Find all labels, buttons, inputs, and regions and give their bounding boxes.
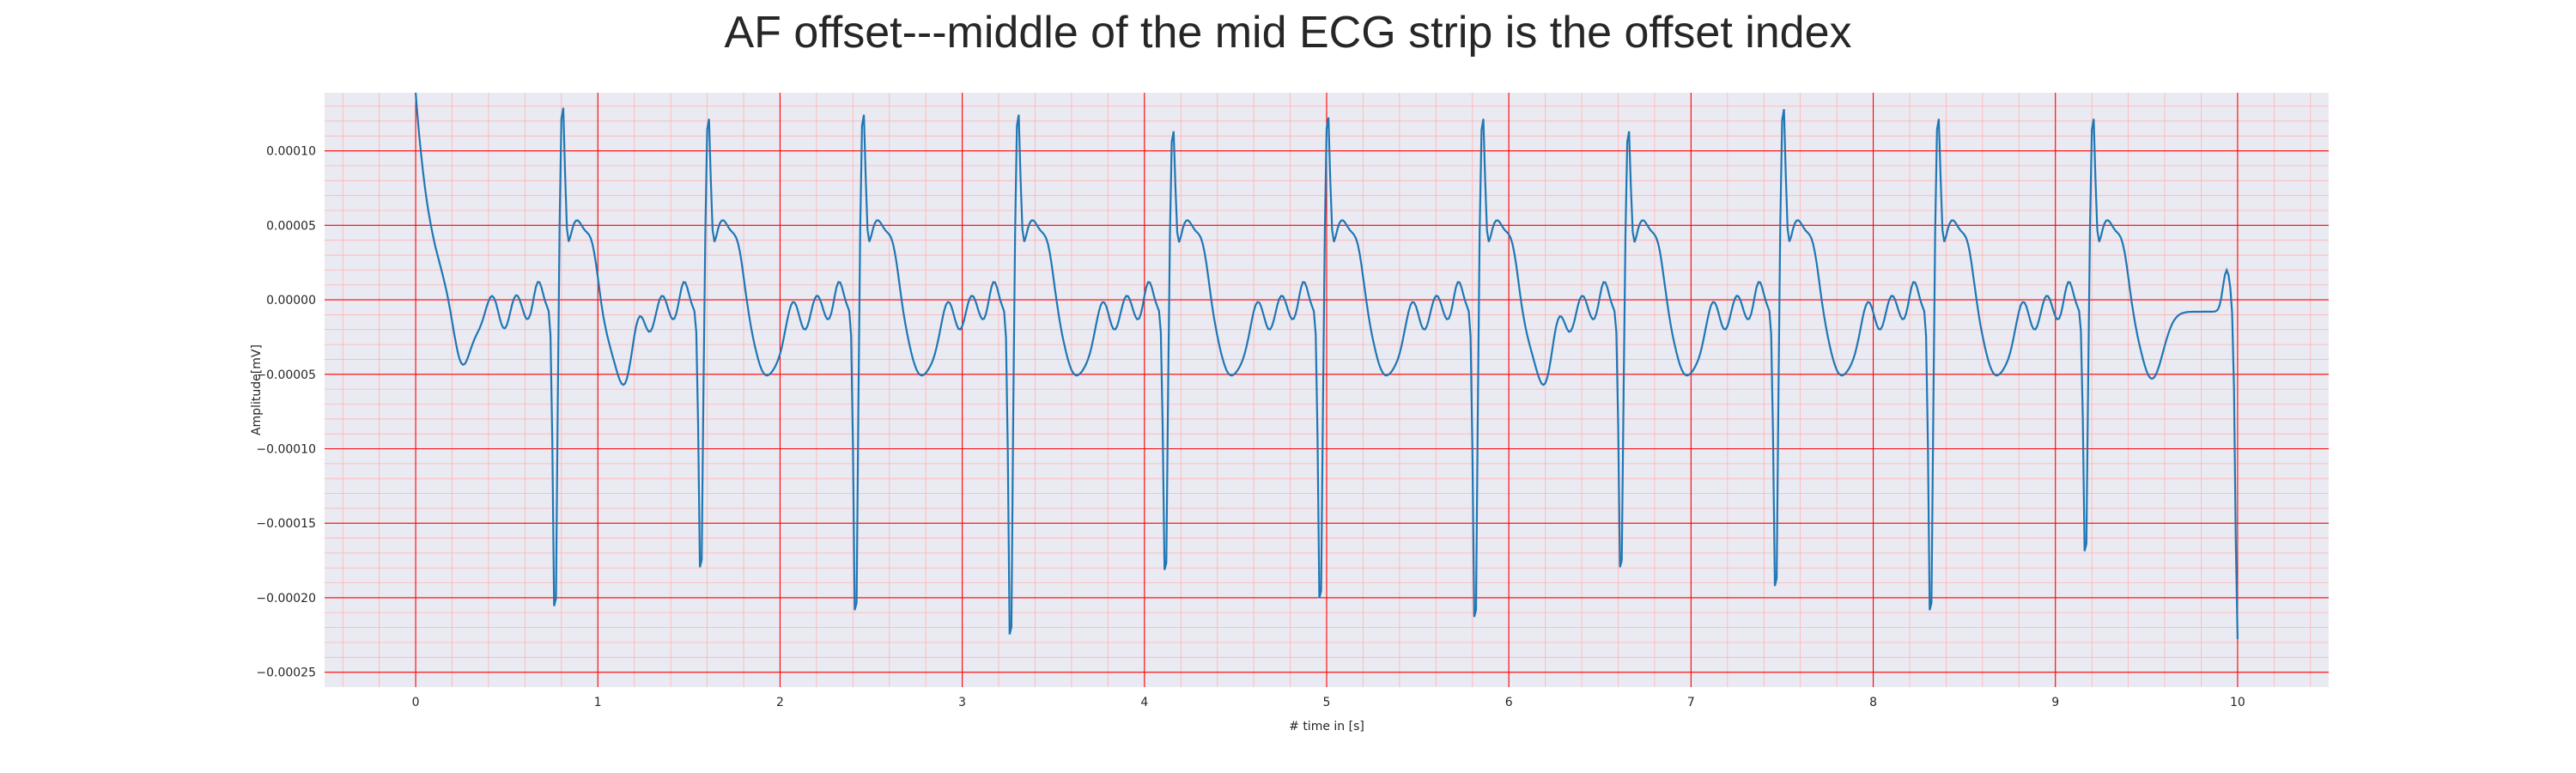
x-tick-label: 6: [1505, 696, 1513, 709]
y-tick-label: 0.00010: [266, 145, 316, 159]
x-tick-label: 9: [2051, 696, 2059, 709]
y-axis-label: Amplitude[mV]: [250, 344, 264, 435]
x-tick-label: 3: [958, 696, 966, 709]
ecg-series-line: [415, 92, 2239, 640]
major-grid: [325, 93, 2329, 687]
y-tick-label: −0.00020: [256, 592, 316, 606]
y-tick-label: −0.00015: [256, 517, 316, 531]
x-tick-labels: 0 1 2 3 4 5 6 7 8 9 10: [412, 696, 2245, 709]
y-tick-label: 0.00005: [266, 219, 316, 233]
x-tick-label: 8: [1869, 696, 1877, 709]
chart-title: AF offset---middle of the mid ECG strip …: [724, 8, 1852, 58]
x-tick-label: 2: [776, 696, 784, 709]
x-tick-label: 4: [1140, 696, 1148, 709]
x-tick-label: 10: [2230, 696, 2245, 709]
x-tick-label: 7: [1687, 696, 1695, 709]
x-tick-label: 0: [412, 696, 420, 709]
x-axis-label: # time in [s]: [1289, 720, 1364, 733]
y-tick-label: −0.00010: [256, 443, 316, 457]
y-tick-label: −0.00005: [256, 368, 316, 382]
x-tick-label: 5: [1323, 696, 1331, 709]
y-tick-label: 0.00000: [266, 294, 316, 307]
y-tick-label: −0.00025: [256, 666, 316, 680]
y-tick-labels: 0.00010 0.00005 0.00000 −0.00005 −0.00010 −0.…: [256, 145, 316, 680]
x-tick-label: 1: [594, 696, 602, 709]
